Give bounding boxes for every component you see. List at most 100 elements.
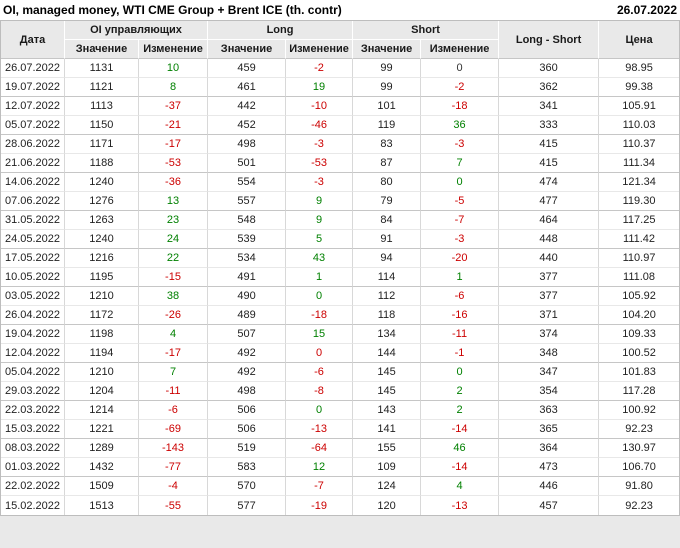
cell-short-change: -18: [421, 97, 500, 116]
cell-date: 24.05.2022: [1, 230, 65, 249]
cell-short-value: 114: [353, 268, 422, 287]
cell-long-change: -19: [286, 496, 354, 515]
cell-long-value: 539: [208, 230, 287, 249]
cell-long-value: 492: [208, 344, 287, 363]
cell-date: 15.03.2022: [1, 420, 65, 439]
cell-long-value: 548: [208, 211, 287, 230]
bottom-strip: [0, 516, 680, 548]
cell-oi-value: 1216: [65, 249, 139, 268]
cell-long-value: 491: [208, 268, 287, 287]
cell-oi-value: 1509: [65, 477, 139, 496]
cell-long-value: 506: [208, 401, 287, 420]
cell-short-value: 143: [353, 401, 422, 420]
table-row: 15.03.2022 1221 -69 506 -13 141 -14 365 92.23: [1, 420, 680, 439]
cell-oi-change: -11: [139, 382, 209, 401]
cell-long-change: 0: [286, 401, 354, 420]
cell-short-change: -11: [421, 325, 500, 344]
cell-date: 08.03.2022: [1, 439, 65, 458]
table-body: 26.07.2022 1131 10 459 -2 99 0 360 98.95 19.07.20…: [1, 59, 680, 515]
cell-short-change: -20: [421, 249, 500, 268]
cell-short-change: 2: [421, 401, 500, 420]
cell-oi-value: 1432: [65, 458, 139, 477]
cell-long-value: 501: [208, 154, 287, 173]
cell-long-short: 333: [499, 116, 600, 135]
cell-price: 130.97: [599, 439, 680, 458]
cell-date: 21.06.2022: [1, 154, 65, 173]
cell-oi-value: 1121: [65, 78, 139, 97]
cell-long-change: 19: [286, 78, 354, 97]
table-row: 19.07.2022 1121 8 461 19 99 -2 362 99.38: [1, 78, 680, 97]
cell-date: 07.06.2022: [1, 192, 65, 211]
cell-short-value: 145: [353, 363, 422, 382]
cell-long-short: 377: [499, 268, 600, 287]
cell-long-change: -53: [286, 154, 354, 173]
cell-price: 117.25: [599, 211, 680, 230]
cell-date: 22.03.2022: [1, 401, 65, 420]
cell-short-value: 134: [353, 325, 422, 344]
column-group-oi: OI управляющих: [65, 21, 209, 40]
cell-short-value: 144: [353, 344, 422, 363]
cell-long-value: 554: [208, 173, 287, 192]
cell-long-change: -64: [286, 439, 354, 458]
cell-oi-value: 1221: [65, 420, 139, 439]
cell-long-value: 507: [208, 325, 287, 344]
cell-long-value: 461: [208, 78, 287, 97]
cell-oi-value: 1113: [65, 97, 139, 116]
cell-long-short: 360: [499, 59, 600, 78]
cell-long-change: 5: [286, 230, 354, 249]
cell-long-change: -8: [286, 382, 354, 401]
report-date: 26.07.2022: [616, 3, 677, 17]
cell-date: 01.03.2022: [1, 458, 65, 477]
cell-long-value: 452: [208, 116, 287, 135]
cell-long-value: 498: [208, 382, 287, 401]
cell-short-value: 84: [353, 211, 422, 230]
cell-oi-value: 1131: [65, 59, 139, 78]
cell-long-short: 457: [499, 496, 600, 515]
cell-long-change: -2: [286, 59, 354, 78]
cell-short-change: -5: [421, 192, 500, 211]
cell-oi-value: 1188: [65, 154, 139, 173]
cell-oi-value: 1210: [65, 287, 139, 306]
subheader-oi-value: Значение: [65, 40, 139, 59]
cell-date: 19.07.2022: [1, 78, 65, 97]
cell-long-short: 374: [499, 325, 600, 344]
cell-short-value: 109: [353, 458, 422, 477]
oi-data-table: Дата OI управляющих Long Short Long - Sh…: [1, 21, 680, 515]
cell-oi-value: 1198: [65, 325, 139, 344]
cell-long-value: 570: [208, 477, 287, 496]
cell-short-change: 1: [421, 268, 500, 287]
table-row: 10.05.2022 1195 -15 491 1 114 1 377 111.08: [1, 268, 680, 287]
cell-short-change: 36: [421, 116, 500, 135]
cell-oi-value: 1204: [65, 382, 139, 401]
cell-long-change: 12: [286, 458, 354, 477]
column-header-long-short: Long - Short: [499, 21, 600, 59]
cell-oi-value: 1240: [65, 173, 139, 192]
cell-long-short: 362: [499, 78, 600, 97]
cell-long-change: -3: [286, 135, 354, 154]
cell-oi-change: 38: [139, 287, 209, 306]
cell-oi-change: 13: [139, 192, 209, 211]
cell-price: 110.03: [599, 116, 680, 135]
cell-date: 15.02.2022: [1, 496, 65, 515]
cell-long-short: 474: [499, 173, 600, 192]
cell-long-change: 0: [286, 344, 354, 363]
cell-price: 92.23: [599, 496, 680, 515]
cell-long-value: 557: [208, 192, 287, 211]
cell-long-short: 363: [499, 401, 600, 420]
cell-short-value: 91: [353, 230, 422, 249]
data-table-container: Дата OI управляющих Long Short Long - Sh…: [0, 20, 680, 516]
cell-long-change: 15: [286, 325, 354, 344]
cell-short-value: 145: [353, 382, 422, 401]
cell-short-change: -13: [421, 496, 500, 515]
cell-oi-value: 1214: [65, 401, 139, 420]
column-header-date: Дата: [1, 21, 65, 59]
cell-short-change: -6: [421, 287, 500, 306]
table-row: 12.04.2022 1194 -17 492 0 144 -1 348 100.52: [1, 344, 680, 363]
cell-long-change: 9: [286, 192, 354, 211]
subheader-long-change: Изменение: [286, 40, 354, 59]
cell-short-value: 119: [353, 116, 422, 135]
cell-oi-change: 7: [139, 363, 209, 382]
cell-oi-change: 22: [139, 249, 209, 268]
table-row: 08.03.2022 1289 -143 519 -64 155 46 364 130.97: [1, 439, 680, 458]
table-row: 19.04.2022 1198 4 507 15 134 -11 374 109.33: [1, 325, 680, 344]
